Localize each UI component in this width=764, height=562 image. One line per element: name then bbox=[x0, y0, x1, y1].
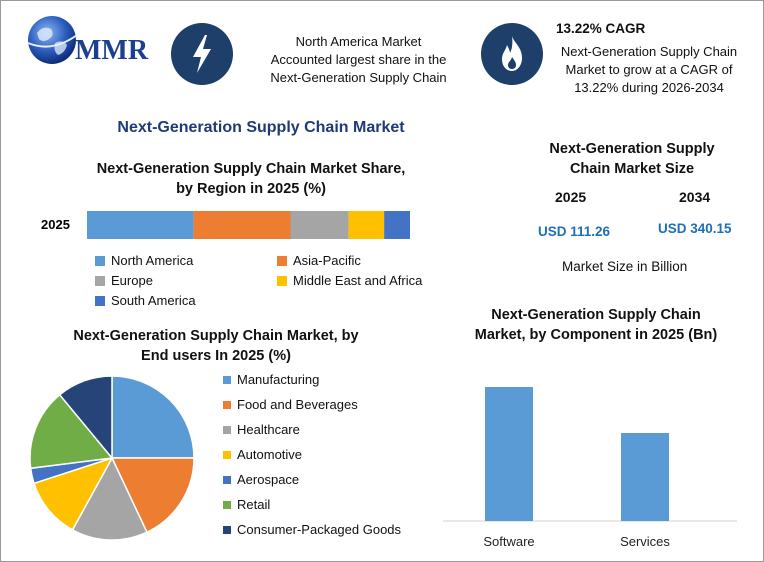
component-chart-title: Next-Generation Supply Chain Market, by … bbox=[441, 305, 751, 345]
cagr-callout-line: Market to grow at a CAGR of bbox=[565, 62, 733, 77]
share-callout-line: Accounted largest share in the bbox=[270, 52, 447, 67]
end-users-chart-title: Next-Generation Supply Chain Market, by … bbox=[41, 326, 391, 366]
legend-swatch bbox=[95, 295, 105, 306]
legend-label: Manufacturing bbox=[237, 372, 320, 387]
component-bar-chart: Software Services bbox=[443, 387, 737, 549]
bar-segment-europe bbox=[290, 211, 349, 239]
bar-segment-asia-pacific bbox=[193, 211, 291, 239]
x-tick-label-services: Services bbox=[620, 534, 670, 549]
legend-swatch bbox=[223, 400, 231, 409]
pie-legend-item-aerospace: Aerospace bbox=[223, 472, 299, 487]
cagr-callout-line: Next-Generation Supply Chain bbox=[560, 44, 738, 59]
pie-slice-healthcare bbox=[71, 456, 148, 541]
pie-slice-consumer-packaged-goods bbox=[58, 375, 113, 461]
bar-software bbox=[485, 387, 533, 521]
pie-slice-food-and-beverages bbox=[110, 457, 195, 534]
bar-services bbox=[621, 433, 669, 521]
legend-label: South America bbox=[111, 293, 196, 308]
cagr-callout-text: Next-Generation Supply Chain Market to g… bbox=[549, 43, 749, 97]
legend-label: Aerospace bbox=[237, 472, 300, 487]
legend-item-north-america: North America bbox=[95, 253, 193, 268]
pie-slices bbox=[29, 375, 195, 541]
market-size-year-2034: 2034 bbox=[679, 189, 711, 205]
legend-item-middle-east-africa: Middle East and Africa bbox=[277, 273, 422, 288]
cagr-callout-badge bbox=[481, 23, 543, 85]
pie-legend-item-consumer-packaged-goods: Consumer-Packaged Goods bbox=[223, 522, 401, 537]
end-users-title-line: Next-Generation Supply Chain Market, by bbox=[73, 328, 359, 344]
region-share-chart: 2025 bbox=[41, 211, 410, 239]
market-size-title-line: Chain Market Size bbox=[569, 161, 695, 177]
region-year-tick: 2025 bbox=[41, 217, 70, 232]
market-size-title: Next-Generation Supply Chain Market Size bbox=[521, 139, 743, 179]
region-chart-title-line: Next-Generation Supply Chain Market Shar… bbox=[96, 161, 406, 177]
legend-swatch bbox=[95, 275, 105, 286]
region-chart-title: Next-Generation Supply Chain Market Shar… bbox=[61, 159, 441, 199]
market-size-value-2034: USD 340.15 bbox=[658, 221, 732, 236]
end-users-title-line: End users In 2025 (%) bbox=[141, 348, 291, 364]
end-users-pie-chart bbox=[29, 375, 195, 541]
legend-label: Automotive bbox=[237, 447, 303, 462]
bar-segment-middle-east-and-africa bbox=[348, 211, 385, 239]
share-callout-line: Next-Generation Supply Chain bbox=[270, 70, 447, 85]
market-size-value-2025: USD 111.26 bbox=[538, 224, 611, 239]
flame-icon bbox=[502, 36, 522, 71]
region-chart-title-line: by Region in 2025 (%) bbox=[176, 181, 326, 197]
legend-label: Asia-Pacific bbox=[293, 253, 361, 268]
cagr-heading: 13.22% CAGR bbox=[556, 21, 646, 36]
legend-swatch bbox=[277, 275, 287, 286]
market-size-title-line: Next-Generation Supply bbox=[549, 141, 715, 157]
legend-swatch bbox=[223, 525, 231, 534]
pie-slice-automotive bbox=[33, 456, 114, 531]
pie-legend-item-food-and-beverages: Food and Beverages bbox=[223, 397, 358, 412]
legend-item-europe: Europe bbox=[95, 273, 153, 288]
legend-swatch bbox=[277, 255, 287, 266]
legend-swatch bbox=[223, 500, 231, 509]
brand-logo-text: MMR bbox=[75, 35, 149, 66]
legend-label: Retail bbox=[237, 497, 271, 512]
market-size-note: Market Size in Billion bbox=[562, 259, 688, 274]
pie-legend-item-manufacturing: Manufacturing bbox=[223, 372, 319, 387]
share-callout-badge bbox=[171, 23, 233, 85]
bar-segment-north-america bbox=[87, 211, 194, 239]
share-callout-line: North America Market bbox=[295, 34, 422, 49]
pie-legend-item-retail: Retail bbox=[223, 497, 270, 512]
legend-swatch bbox=[223, 375, 231, 384]
legend-swatch bbox=[223, 450, 231, 459]
legend-item-asia-pacific: Asia-Pacific bbox=[277, 253, 361, 268]
main-title: Next-Generation Supply Chain Market bbox=[117, 119, 405, 136]
legend-item-south-america: South America bbox=[95, 293, 196, 308]
globe-logo-icon bbox=[27, 16, 78, 64]
legend-swatch bbox=[95, 255, 105, 266]
legend-label: Europe bbox=[111, 273, 153, 288]
pie-slice-retail bbox=[29, 393, 114, 470]
pie-legend-item-automotive: Automotive bbox=[223, 447, 302, 462]
legend-label: North America bbox=[111, 253, 194, 268]
x-tick-label-software: Software bbox=[483, 534, 534, 549]
legend-label: Healthcare bbox=[237, 422, 300, 437]
share-callout-text: North America Market Accounted largest s… bbox=[241, 33, 476, 87]
region-stack-group bbox=[87, 211, 410, 239]
cagr-callout-line: 13.22% during 2026-2034 bbox=[574, 80, 724, 95]
legend-swatch bbox=[223, 425, 231, 434]
lightning-bolt-icon bbox=[193, 35, 211, 73]
component-title-line: Next-Generation Supply Chain bbox=[491, 307, 701, 323]
legend-label: Middle East and Africa bbox=[293, 273, 423, 288]
pie-legend-item-healthcare: Healthcare bbox=[223, 422, 300, 437]
component-bars: Software Services bbox=[443, 387, 737, 549]
bar-segment-south-america bbox=[384, 211, 410, 239]
component-title-line: Market, by Component in 2025 (Bn) bbox=[474, 327, 718, 343]
legend-swatch bbox=[223, 475, 231, 484]
legend-label: Food and Beverages bbox=[237, 397, 358, 412]
legend-label: Consumer-Packaged Goods bbox=[237, 522, 402, 537]
pie-slice-manufacturing bbox=[111, 375, 195, 459]
market-size-year-2025: 2025 bbox=[555, 189, 587, 205]
